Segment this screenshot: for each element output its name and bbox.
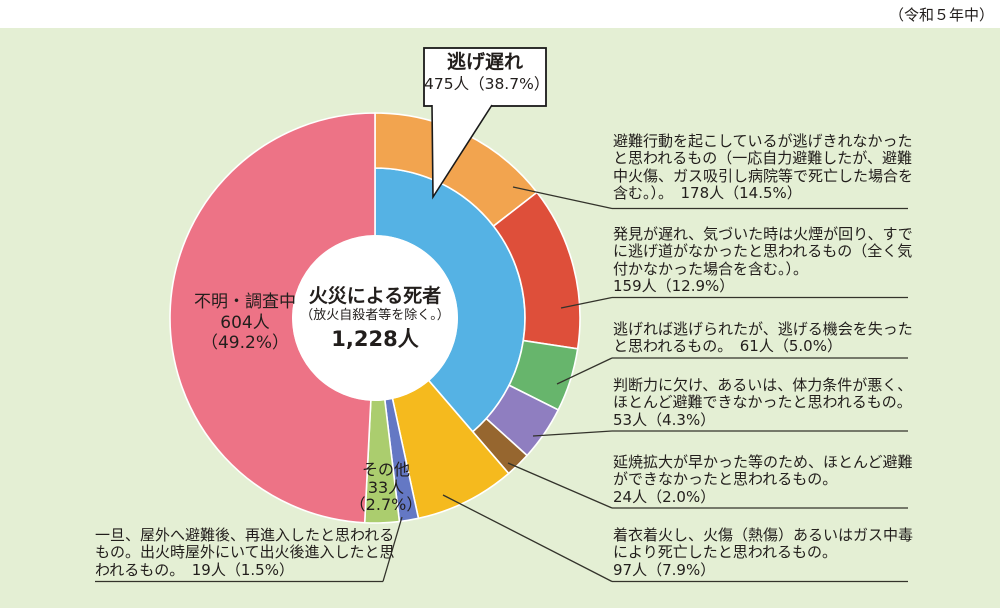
callout-value: 475人（38.7%） [424,75,550,93]
annotation-reentry: 一旦、屋外へ避難後、再進入したと思われるもの。出火時屋外にいて出火後進入したと思… [95,526,395,579]
annotation-missed-chance: 逃げれば逃げられたが、逃げる機会を失ったと思われるもの。 61人（5.0%） [613,320,913,356]
leader-line-2 [556,357,613,385]
label-other-slice: その他 33人 （2.7%） [349,460,423,514]
callout-title: 逃げ遅れ [446,51,523,73]
callout-box [423,47,547,107]
label-unknown-slice: 不明・調査中 604人 （49.2%） [194,292,296,353]
center-subtitle: （放火自殺者等を除く。） [300,308,450,323]
center-total: 1,228人 [331,327,419,351]
annotation-rapid-spread: 延焼拡大が早かった等のため、ほとんど避難ができなかったと思われるもの。 24人（… [613,453,913,506]
leader-line-4 [507,462,613,509]
center-label: 火災による死者 （放火自殺者等を除く。） 1,228人 [268,284,482,353]
year-note: （令和５年中） [888,6,994,24]
leader-line-3 [532,430,613,437]
leader-line-0 [512,186,613,210]
leader-line-1 [560,296,613,309]
annotation-poor-judgement: 判断力に欠け、あるいは、体力条件が悪く、ほとんど避難できなかったと思われるもの。… [613,376,913,429]
center-title: 火災による死者 [308,285,442,307]
callout-pointer [431,104,493,200]
annotation-evacuation-failed: 避難行動を起こしているが逃げきれなかったと思われるもの（一応自力避難したが、避難… [613,132,914,202]
donut-hole [292,235,458,401]
annotation-clothing-ignition: 着衣着火し、火傷（熱傷）あるいはガス中毒により死亡したと思われるもの。 97人（… [613,526,914,579]
leader-line-6 [382,516,403,582]
annotation-late-discovery: 発見が遅れ、気づいた時は火煙が回り、すでに逃げ道がなかったと思われるもの（全く気… [613,225,913,295]
callout-nigeokure: 逃げ遅れ 475人（38.7%） [424,50,550,94]
leader-line-5 [442,494,613,583]
